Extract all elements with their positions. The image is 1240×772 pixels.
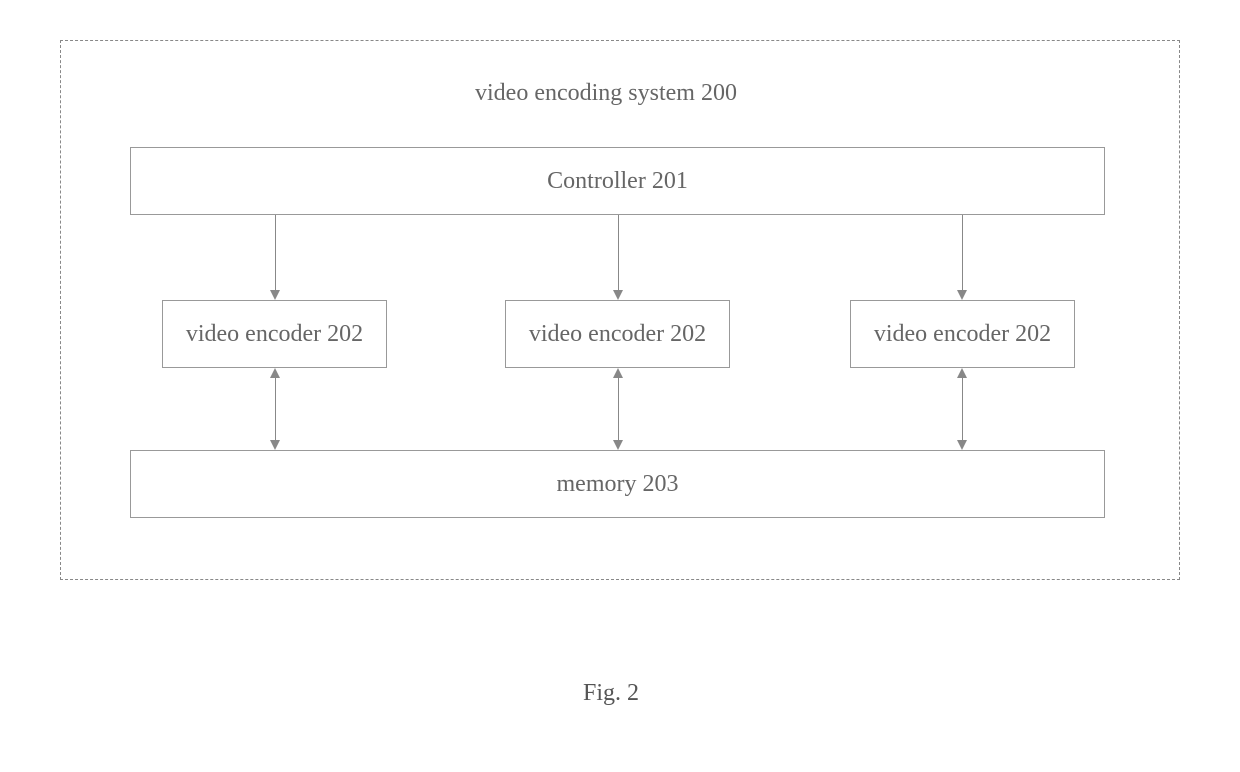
arrow-head-up-icon [613, 368, 623, 378]
arrow-line [618, 215, 619, 290]
encoder2-box: video encoder 202 [505, 300, 730, 368]
encoder1-label: video encoder 202 [186, 321, 363, 348]
arrow-head-down-icon [270, 440, 280, 450]
arrow-line [962, 215, 963, 290]
arrow-line [275, 378, 276, 440]
arrow-head-down-icon [613, 440, 623, 450]
arrow-head-down-icon [957, 440, 967, 450]
encoder3-box: video encoder 202 [850, 300, 1075, 368]
encoder1-box: video encoder 202 [162, 300, 387, 368]
memory-box: memory 203 [130, 450, 1105, 518]
arrow-head-up-icon [957, 368, 967, 378]
memory-label: memory 203 [557, 471, 679, 498]
arrow-head-down-icon [957, 290, 967, 300]
arrow-head-down-icon [270, 290, 280, 300]
controller-box: Controller 201 [130, 147, 1105, 215]
encoder3-label: video encoder 202 [874, 321, 1051, 348]
figure-caption: Fig. 2 [583, 680, 639, 707]
arrow-head-down-icon [613, 290, 623, 300]
encoder2-label: video encoder 202 [529, 321, 706, 348]
arrow-head-up-icon [270, 368, 280, 378]
arrow-line [618, 378, 619, 440]
system-title: video encoding system 200 [475, 80, 737, 107]
controller-label: Controller 201 [547, 168, 688, 195]
arrow-line [275, 215, 276, 290]
arrow-line [962, 378, 963, 440]
